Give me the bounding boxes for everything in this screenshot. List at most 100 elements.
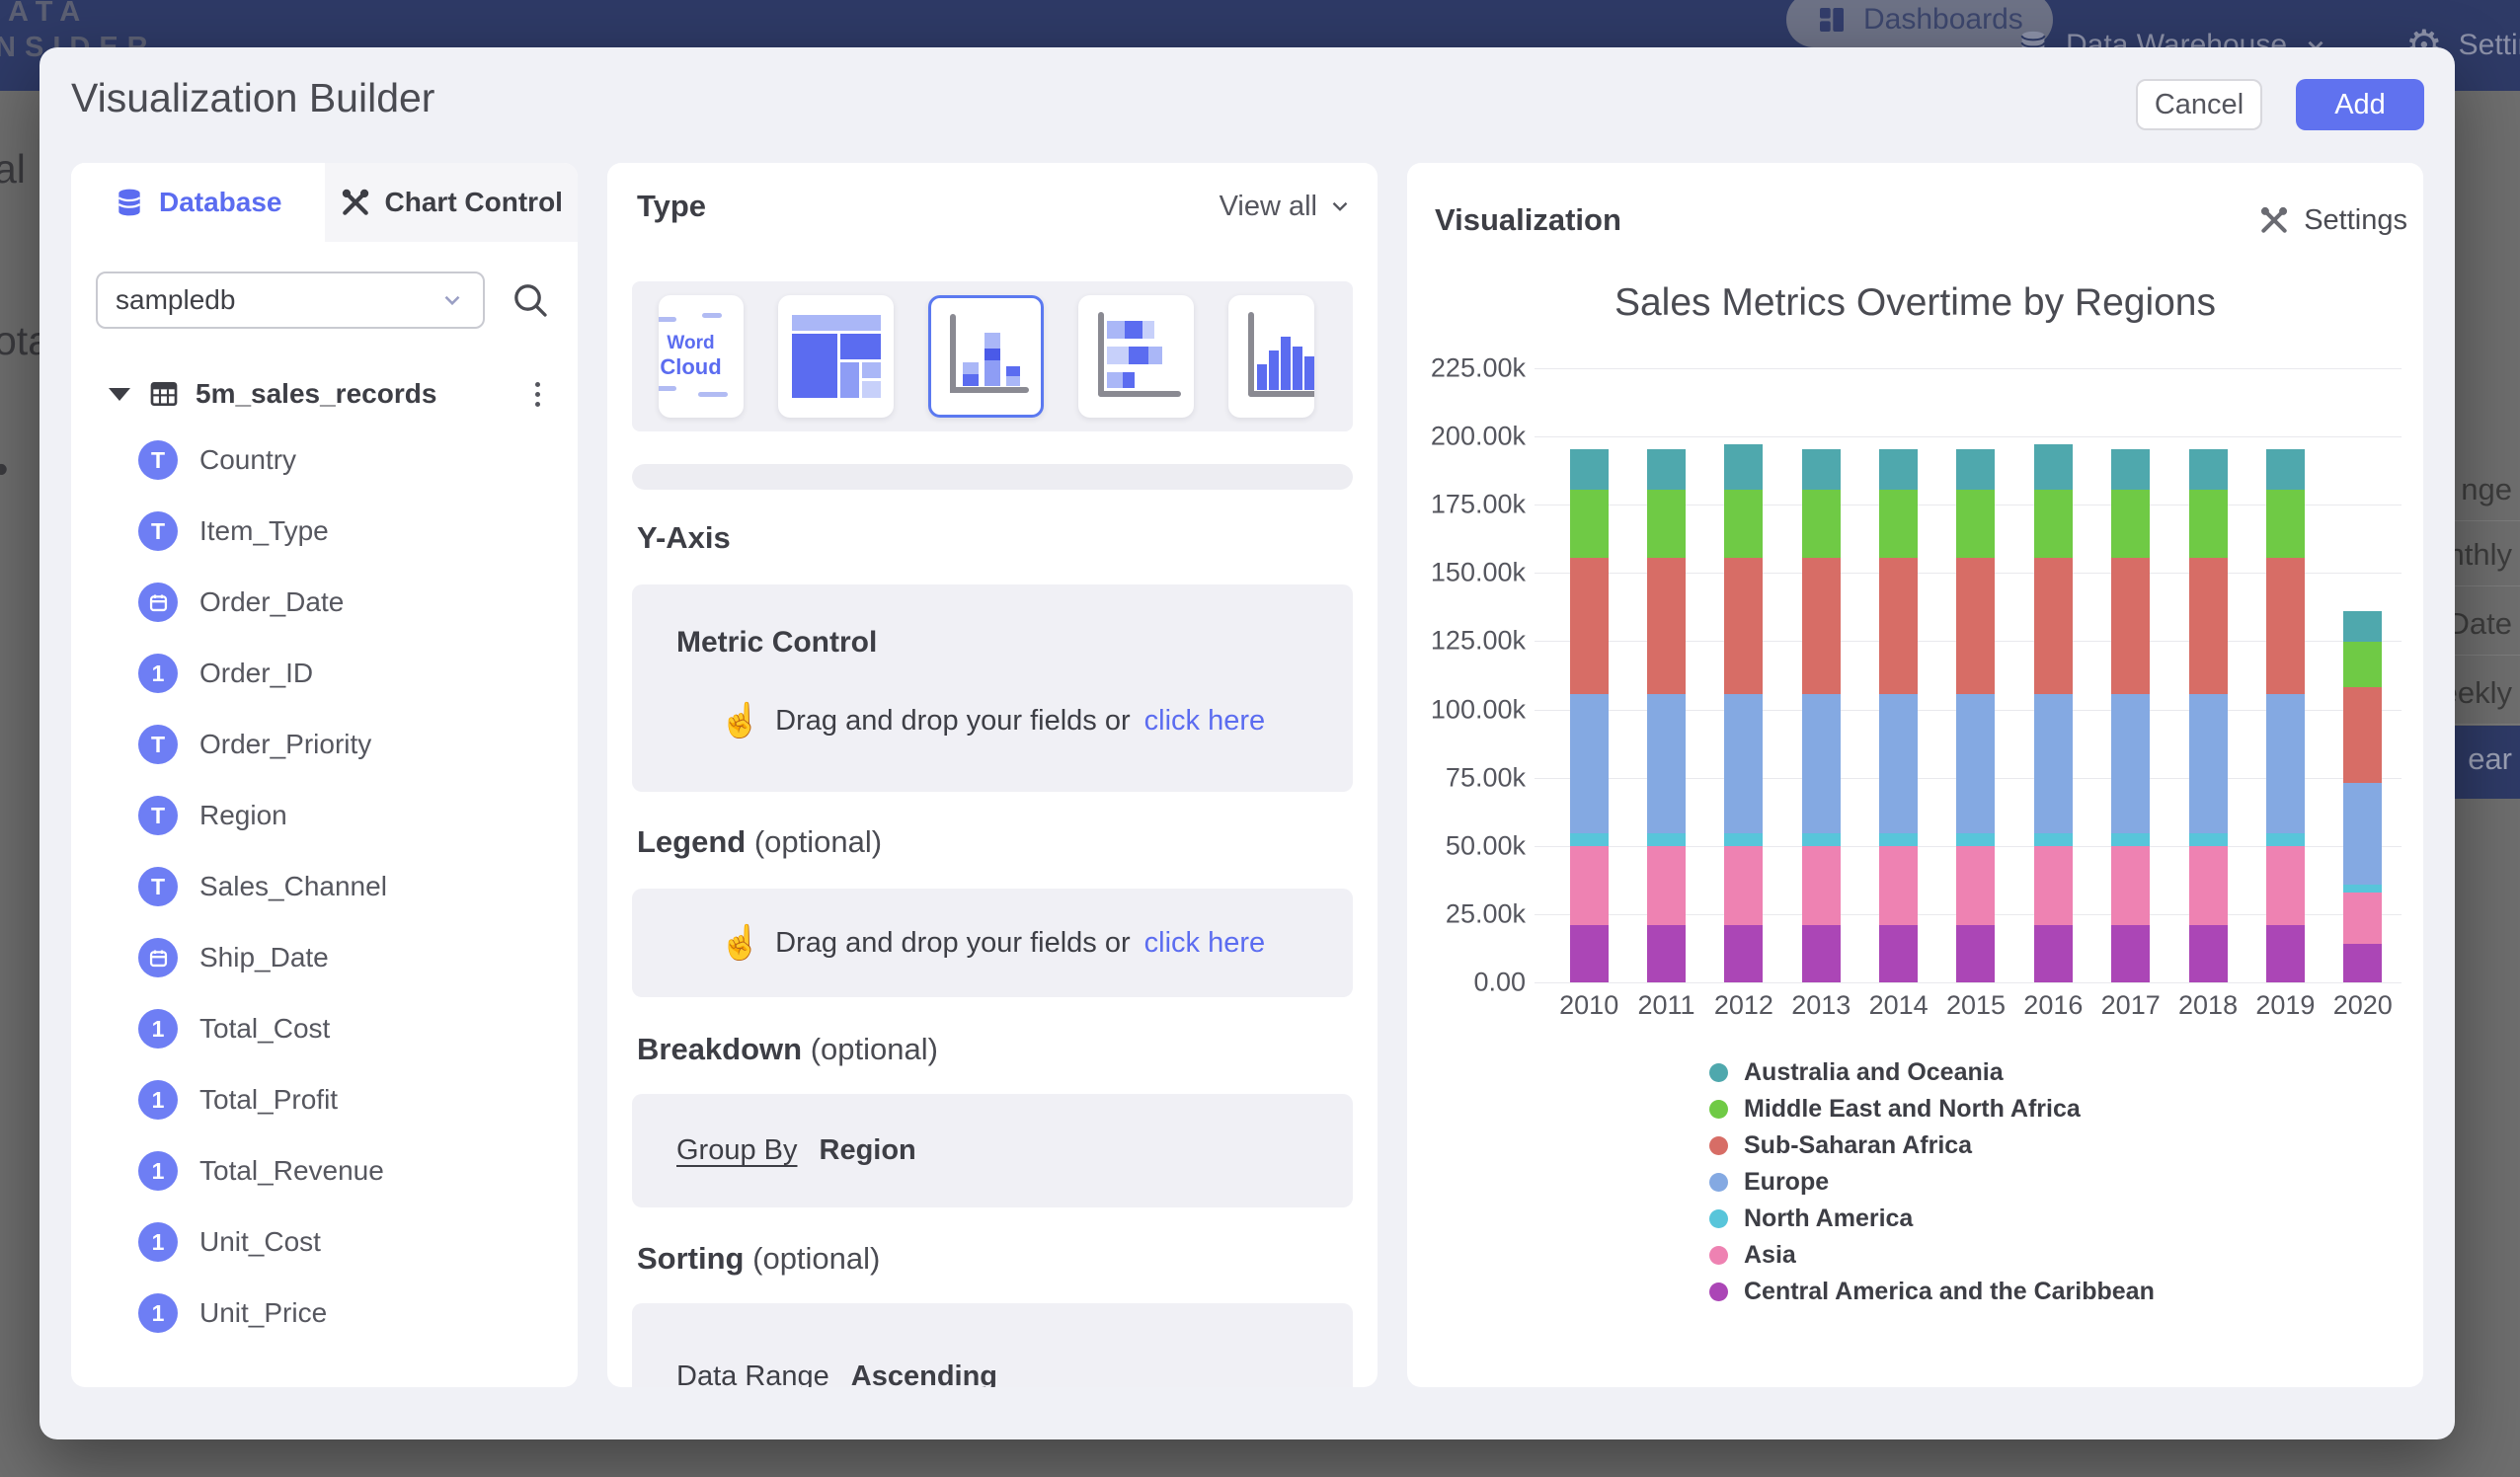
- bar-segment: [2266, 694, 2305, 833]
- field-item-item_type[interactable]: TItem_Type: [71, 496, 578, 567]
- table-icon: [148, 378, 180, 410]
- tab-database[interactable]: Database: [71, 163, 325, 242]
- field-label: Order_Priority: [199, 729, 371, 760]
- metric-control-title: Metric Control: [632, 584, 1353, 660]
- legend-label: Central America and the Caribbean: [1744, 1278, 2155, 1306]
- database-select-value: sampledb: [116, 284, 439, 316]
- stacked-bar-2014[interactable]: [1879, 368, 1918, 982]
- breakdown-card[interactable]: Group By Region: [632, 1094, 1353, 1207]
- tools-icon: [340, 187, 371, 218]
- field-item-sales_channel[interactable]: TSales_Channel: [71, 851, 578, 922]
- bar-segment: [1570, 558, 1609, 694]
- visualization-header: Visualization: [1435, 202, 1621, 238]
- field-item-order_id[interactable]: 1Order_ID: [71, 638, 578, 709]
- y-tick-label: 200.00k: [1431, 422, 1526, 452]
- x-tick-label: 2018: [2169, 990, 2246, 1021]
- legend-dropzone[interactable]: ☝ Drag and drop your fields or click her…: [632, 889, 1353, 997]
- caret-down-icon[interactable]: [109, 388, 130, 401]
- field-item-order_date[interactable]: Order_Date: [71, 567, 578, 638]
- legend-item[interactable]: Central America and the Caribbean: [1709, 1274, 2155, 1310]
- group-by-link[interactable]: Group By: [676, 1134, 798, 1167]
- field-label: Order_ID: [199, 658, 313, 689]
- cancel-button[interactable]: Cancel: [2136, 79, 2262, 130]
- field-label: Total_Cost: [199, 1013, 330, 1045]
- bar-segment: [2189, 925, 2228, 982]
- stacked-bar-2018[interactable]: [2189, 368, 2228, 982]
- bar-segment: [2266, 833, 2305, 845]
- stacked-bar-2013[interactable]: [1802, 368, 1841, 982]
- nav-label-dashboards: Dashboards: [1863, 3, 2023, 37]
- view-all-button[interactable]: View all: [1220, 191, 1353, 223]
- legend-item[interactable]: Europe: [1709, 1164, 2155, 1201]
- click-here-link[interactable]: click here: [1144, 927, 1266, 960]
- search-icon[interactable]: [511, 280, 550, 320]
- field-item-country[interactable]: TCountry: [71, 425, 578, 496]
- calendar-field-icon: [138, 583, 178, 622]
- breakdown-section-label: Breakdown: [637, 1032, 802, 1066]
- bar-segment: [2189, 833, 2228, 845]
- chevron-down-icon: [1327, 194, 1353, 219]
- bar-segment: [2034, 925, 2073, 982]
- field-label: Country: [199, 444, 296, 476]
- stacked-bar-2010[interactable]: [1570, 368, 1609, 982]
- legend-item[interactable]: North America: [1709, 1201, 2155, 1237]
- database-select[interactable]: sampledb: [96, 272, 485, 329]
- nav-item-dashboards[interactable]: Dashboards: [1786, 0, 2053, 47]
- bar-segment: [1647, 558, 1686, 694]
- add-button[interactable]: Add: [2296, 79, 2424, 130]
- chart-type-stacked-bar[interactable]: [1078, 295, 1194, 418]
- divider: [2455, 724, 2520, 725]
- stacked-bar-2012[interactable]: [1724, 368, 1763, 982]
- legend-item[interactable]: Sub-Saharan Africa: [1709, 1127, 2155, 1164]
- visualization-panel: Visualization Settings Sales Metrics Ove…: [1407, 163, 2423, 1387]
- tab-chart-control[interactable]: Chart Control: [325, 163, 579, 242]
- chart-type-stacked-column[interactable]: [928, 295, 1044, 418]
- kebab-menu-icon[interactable]: [535, 382, 540, 407]
- stacked-bar-2016[interactable]: [2034, 368, 2073, 982]
- field-item-unit_price[interactable]: 1 Unit_Price: [71, 1278, 578, 1349]
- field-item-region[interactable]: TRegion: [71, 780, 578, 851]
- legend-section-label: Legend: [637, 824, 746, 859]
- bar-segment: [1724, 833, 1763, 845]
- table-tree-row[interactable]: 5m_sales_records: [71, 368, 578, 420]
- field-item-total_profit[interactable]: 1Total_Profit: [71, 1064, 578, 1135]
- field-item-order_priority[interactable]: TOrder_Priority: [71, 709, 578, 780]
- field-item-ship_date[interactable]: Ship_Date: [71, 922, 578, 993]
- field-item-unit_cost[interactable]: 1Unit_Cost: [71, 1206, 578, 1278]
- legend-item[interactable]: Middle East and North Africa: [1709, 1091, 2155, 1127]
- field-label: Order_Date: [199, 586, 344, 618]
- modal-header-actions: Cancel Add: [2136, 79, 2424, 130]
- stacked-bar-2019[interactable]: [2266, 368, 2305, 982]
- word-cloud-text: Word: [667, 333, 714, 354]
- bar-segment: [1956, 449, 1995, 490]
- bar-segment: [1570, 846, 1609, 925]
- bar-segment: [1956, 833, 1995, 845]
- click-here-link[interactable]: click here: [1144, 705, 1266, 738]
- legend-label: Australia and Oceania: [1744, 1058, 2004, 1087]
- metric-control-dropzone[interactable]: Metric Control ☝ Drag and drop your fiel…: [632, 584, 1353, 792]
- bar-segment: [1570, 694, 1609, 833]
- chart-type-column[interactable]: [1228, 295, 1314, 418]
- legend-item[interactable]: Australia and Oceania: [1709, 1054, 2155, 1091]
- field-item-total_revenue[interactable]: 1Total_Revenue: [71, 1135, 578, 1206]
- stacked-bar-2011[interactable]: [1647, 368, 1686, 982]
- chart-type-treemap[interactable]: [778, 295, 894, 418]
- number-field-icon: 1: [138, 1293, 178, 1333]
- sorting-card[interactable]: Data Range Ascending: [632, 1303, 1353, 1387]
- stacked-bar-2020[interactable]: [2343, 368, 2382, 982]
- field-label: Unit_Price: [199, 1297, 327, 1329]
- bar-segment: [1956, 558, 1995, 694]
- stacked-bar-2017[interactable]: [2111, 368, 2150, 982]
- chart-type-word-cloud[interactable]: Word Cloud: [659, 295, 744, 418]
- legend-item[interactable]: Asia: [1709, 1237, 2155, 1274]
- carousel-scrollbar[interactable]: [632, 464, 1353, 490]
- bar-segment: [2266, 449, 2305, 490]
- bar-segment: [2034, 694, 2073, 833]
- bar-segment: [2189, 449, 2228, 490]
- field-item-total_cost[interactable]: 1Total_Cost: [71, 993, 578, 1064]
- stacked-bar-2015[interactable]: [1956, 368, 1995, 982]
- x-tick-label: 2020: [2324, 990, 2402, 1021]
- field-label: Item_Type: [199, 515, 329, 547]
- sort-field-link[interactable]: Data Range: [676, 1360, 829, 1387]
- chart-settings-button[interactable]: Settings: [2258, 204, 2407, 237]
